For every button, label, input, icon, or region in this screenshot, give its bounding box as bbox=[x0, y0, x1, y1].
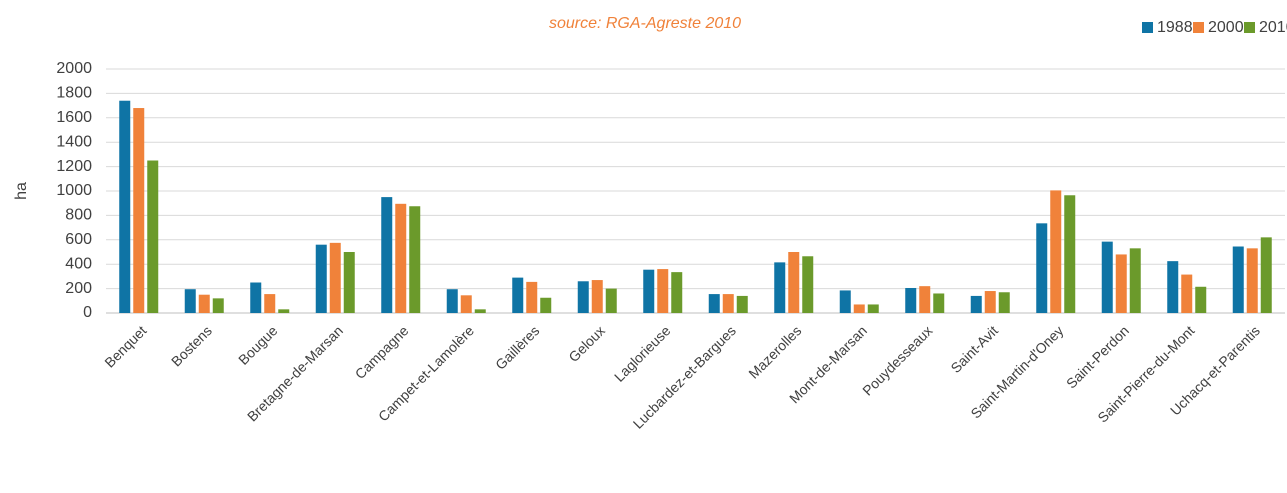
y-tick-label: 1600 bbox=[56, 109, 92, 126]
bar bbox=[212, 298, 224, 313]
bar bbox=[446, 289, 458, 313]
bar bbox=[381, 197, 393, 313]
bar bbox=[1167, 261, 1179, 313]
bar bbox=[278, 309, 290, 313]
bar bbox=[1260, 237, 1272, 313]
y-axis-label: ha bbox=[13, 182, 30, 200]
bar bbox=[671, 272, 683, 313]
bar bbox=[474, 309, 486, 313]
bar bbox=[998, 292, 1010, 313]
y-tick-label: 400 bbox=[65, 255, 92, 272]
x-tick-label: Gaillères bbox=[492, 322, 542, 372]
bar bbox=[1195, 286, 1207, 313]
bar bbox=[919, 286, 931, 313]
bar bbox=[853, 304, 865, 313]
bar bbox=[1181, 274, 1193, 313]
legend-swatch bbox=[1244, 22, 1255, 33]
bar bbox=[774, 262, 786, 313]
bar bbox=[905, 287, 917, 313]
bar bbox=[970, 295, 982, 313]
y-tick-label: 0 bbox=[83, 304, 92, 321]
legend-swatch bbox=[1193, 22, 1204, 33]
legend-swatch bbox=[1142, 22, 1153, 33]
x-tick-label: Pouydesseaux bbox=[859, 322, 935, 398]
x-tick-label: Geloux bbox=[565, 322, 608, 365]
bar bbox=[133, 108, 145, 313]
bar bbox=[1101, 241, 1113, 313]
bar bbox=[264, 294, 276, 313]
x-tick-label: Benquet bbox=[101, 322, 149, 370]
x-tick-label: Campagne bbox=[352, 322, 412, 382]
bar bbox=[1246, 248, 1258, 313]
bar bbox=[577, 281, 589, 313]
bar bbox=[343, 252, 355, 313]
bar bbox=[1115, 254, 1127, 313]
bar bbox=[722, 294, 734, 313]
bar bbox=[1050, 190, 1062, 313]
bar bbox=[1232, 246, 1244, 313]
bar bbox=[984, 291, 996, 313]
bar bbox=[736, 295, 748, 313]
y-tick-label: 1200 bbox=[56, 158, 92, 175]
bar bbox=[198, 294, 210, 313]
bar bbox=[512, 277, 524, 313]
bar bbox=[315, 244, 327, 313]
bar bbox=[788, 252, 800, 313]
bar bbox=[802, 256, 814, 313]
x-tick-label: Bougue bbox=[235, 322, 281, 368]
chart-subtitle: source: RGA-Agreste 2010 bbox=[549, 15, 741, 32]
bar bbox=[409, 206, 421, 313]
y-tick-label: 200 bbox=[65, 280, 92, 297]
bar bbox=[839, 290, 851, 313]
y-tick-label: 1000 bbox=[56, 182, 92, 199]
legend-label: 1988 bbox=[1157, 19, 1193, 36]
bar bbox=[643, 269, 655, 313]
y-tick-label: 800 bbox=[65, 207, 92, 224]
y-tick-label: 1800 bbox=[56, 85, 92, 102]
bar bbox=[250, 282, 262, 313]
bar bbox=[933, 293, 945, 313]
bar bbox=[526, 281, 538, 313]
y-tick-label: 600 bbox=[65, 231, 92, 248]
bar bbox=[605, 288, 617, 313]
bar bbox=[119, 100, 131, 313]
bar bbox=[147, 160, 159, 313]
bar bbox=[867, 304, 879, 313]
x-tick-label: Laglorieuse bbox=[611, 322, 674, 385]
legend-label: 2010 bbox=[1259, 19, 1287, 36]
bar bbox=[1129, 248, 1141, 313]
bar bbox=[540, 297, 552, 313]
bar bbox=[1064, 195, 1076, 313]
x-tick-label: Saint-Perdon bbox=[1063, 322, 1132, 391]
bar bbox=[184, 289, 196, 313]
legend-label: 2000 bbox=[1208, 19, 1244, 36]
bar bbox=[591, 280, 603, 313]
bar bbox=[657, 269, 669, 313]
x-tick-label: Saint-Avit bbox=[947, 322, 1001, 376]
x-tick-label: Mazerolles bbox=[745, 322, 804, 381]
y-tick-label: 1400 bbox=[56, 133, 92, 150]
bar bbox=[460, 295, 472, 313]
x-tick-label: Bostens bbox=[168, 322, 215, 369]
bar bbox=[395, 203, 407, 313]
bar bbox=[329, 242, 341, 313]
bar bbox=[1036, 223, 1048, 313]
y-tick-label: 2000 bbox=[56, 60, 92, 77]
bar bbox=[708, 294, 720, 313]
